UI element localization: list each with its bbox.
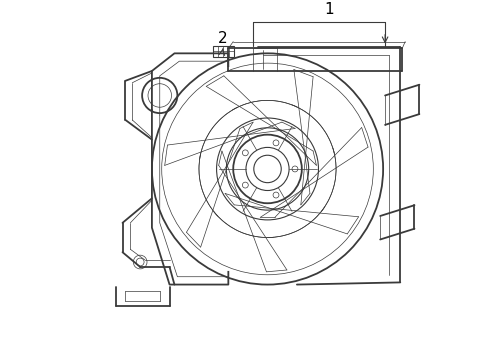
Text: 2: 2 bbox=[217, 31, 227, 46]
Text: 1: 1 bbox=[323, 2, 333, 17]
Bar bbox=[212, 45, 234, 57]
